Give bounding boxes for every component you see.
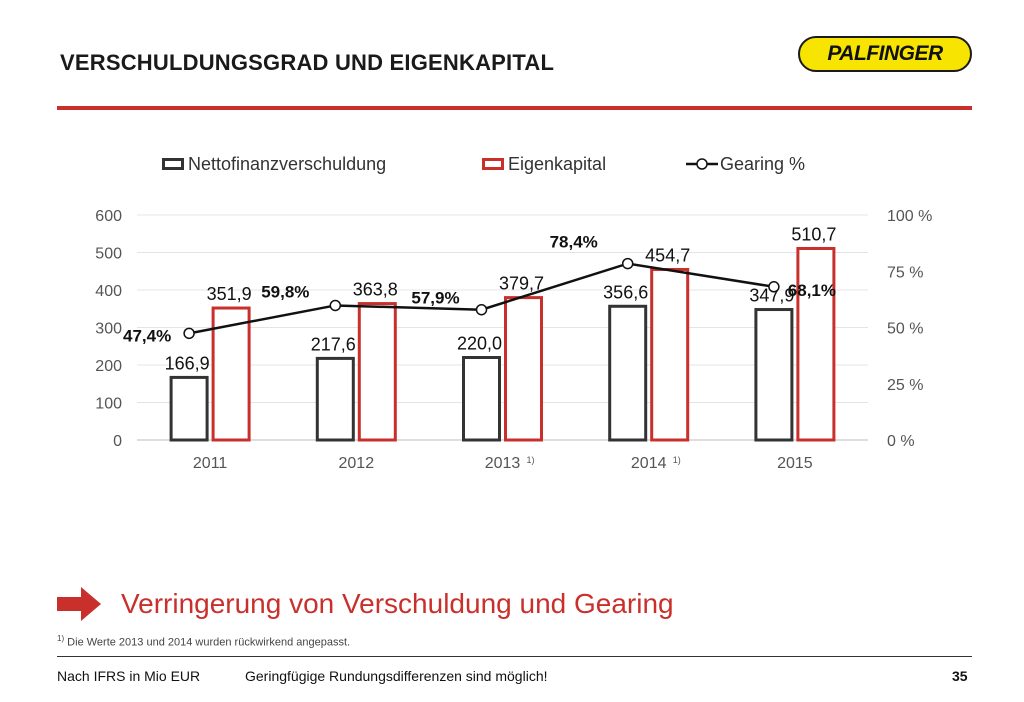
y-left-tick-label: 100 xyxy=(95,396,122,413)
footer-divider xyxy=(57,656,972,657)
y-right-tick-label: 0 % xyxy=(887,433,915,450)
bar-equity xyxy=(650,267,690,442)
x-tick-label: 2013 xyxy=(485,455,521,472)
data-label-gearing: 78,4% xyxy=(550,233,598,252)
data-label-gearing: 57,9% xyxy=(411,289,459,308)
legend-net-debt-swatch xyxy=(162,158,184,170)
legend-net-debt: Nettofinanzverschuldung xyxy=(162,152,386,176)
legend-gearing-label: Gearing % xyxy=(720,153,806,174)
y-left-tick-label: 0 xyxy=(113,433,122,450)
y-left-tick-label: 500 xyxy=(95,246,122,263)
bar-net-debt xyxy=(315,356,355,442)
y-left-tick-label: 600 xyxy=(95,208,122,225)
data-label-net-debt: 356,6 xyxy=(603,282,648,302)
data-label-equity: 510,7 xyxy=(791,224,836,244)
bar-equity xyxy=(211,306,251,442)
footnote-text: Die Werte 2013 und 2014 wurden rückwirke… xyxy=(64,636,351,649)
bar-net-debt xyxy=(608,304,648,442)
y-right-tick-label: 25 % xyxy=(887,377,923,394)
y-right-tick-label: 50 % xyxy=(887,321,923,338)
footer-unit-note: Nach IFRS in Mio EUR xyxy=(57,668,201,684)
legend-gearing-swatch xyxy=(686,158,718,170)
title-divider xyxy=(57,106,972,110)
footnote-mark: 1) xyxy=(57,634,65,643)
legend-net-debt-label: Nettofinanzverschuldung xyxy=(188,153,387,174)
palfinger-logo: PALFINGER xyxy=(798,36,972,72)
bar-net-debt xyxy=(462,356,501,442)
y-right-tick-label: 100 % xyxy=(887,208,932,225)
conclusion-text: Verringerung von Verschuldung und Gearin… xyxy=(121,588,674,619)
bar-equity xyxy=(796,246,836,442)
x-tick-label: 2011 xyxy=(193,455,228,472)
footer-rounding-note: Geringfügige Rundungsdifferenzen sind mö… xyxy=(245,668,548,684)
gearing-equity-chart: 0 100 200 300 400 500 600 0 % 25 % 50 % 75 % 100 % 1… xyxy=(95,208,932,472)
legend-gearing: Gearing % xyxy=(686,152,805,176)
y-left-tick-label: 200 xyxy=(95,358,122,375)
bar-net-debt xyxy=(169,375,209,442)
x-tick-label: 2014 xyxy=(631,455,667,472)
page-title: VERSCHULDUNGSGRAD UND EIGENKAPITAL xyxy=(60,50,555,75)
legend-equity-swatch xyxy=(482,158,504,170)
data-label-net-debt: 220,0 xyxy=(457,334,502,354)
bar-net-debt xyxy=(754,308,794,442)
data-label-net-debt: 166,9 xyxy=(165,353,210,373)
legend-equity-label: Eigenkapital xyxy=(508,153,607,174)
data-label-equity: 379,7 xyxy=(499,274,544,294)
data-label-gearing: 47,4% xyxy=(123,326,171,345)
y-left-tick-label: 300 xyxy=(95,321,122,338)
x-tick-footnote-mark: 1) xyxy=(673,455,681,465)
data-label-net-debt: 217,6 xyxy=(311,334,356,354)
data-label-equity: 351,9 xyxy=(207,284,252,304)
x-tick-label: 2015 xyxy=(777,455,813,472)
gearing-point xyxy=(475,303,488,316)
gearing-point xyxy=(183,327,195,340)
data-label-net-debt: 347,9 xyxy=(749,286,794,306)
data-label-gearing: 68,1% xyxy=(788,281,836,300)
gearing-point xyxy=(329,299,342,312)
x-tick-label: 2012 xyxy=(339,455,375,472)
gearing-point xyxy=(768,281,780,293)
x-tick-footnote-mark: 1) xyxy=(527,455,535,465)
data-label-gearing: 59,8% xyxy=(261,282,309,301)
data-label-equity: 454,7 xyxy=(645,245,690,265)
gearing-point xyxy=(621,257,634,270)
footnote: 1) Die Werte 2013 und 2014 wurden rückwi… xyxy=(57,634,350,649)
conclusion: Verringerung von Verschuldung und Gearin… xyxy=(57,586,674,622)
bar-equity xyxy=(504,296,543,442)
y-right-tick-label: 75 % xyxy=(887,264,923,281)
page-number: 35 xyxy=(952,668,968,684)
y-left-tick-label: 400 xyxy=(95,283,122,300)
arrow-right-icon xyxy=(57,587,101,621)
legend-equity: Eigenkapital xyxy=(482,152,606,176)
bar-equity xyxy=(357,302,397,442)
data-label-equity: 363,8 xyxy=(353,280,398,300)
